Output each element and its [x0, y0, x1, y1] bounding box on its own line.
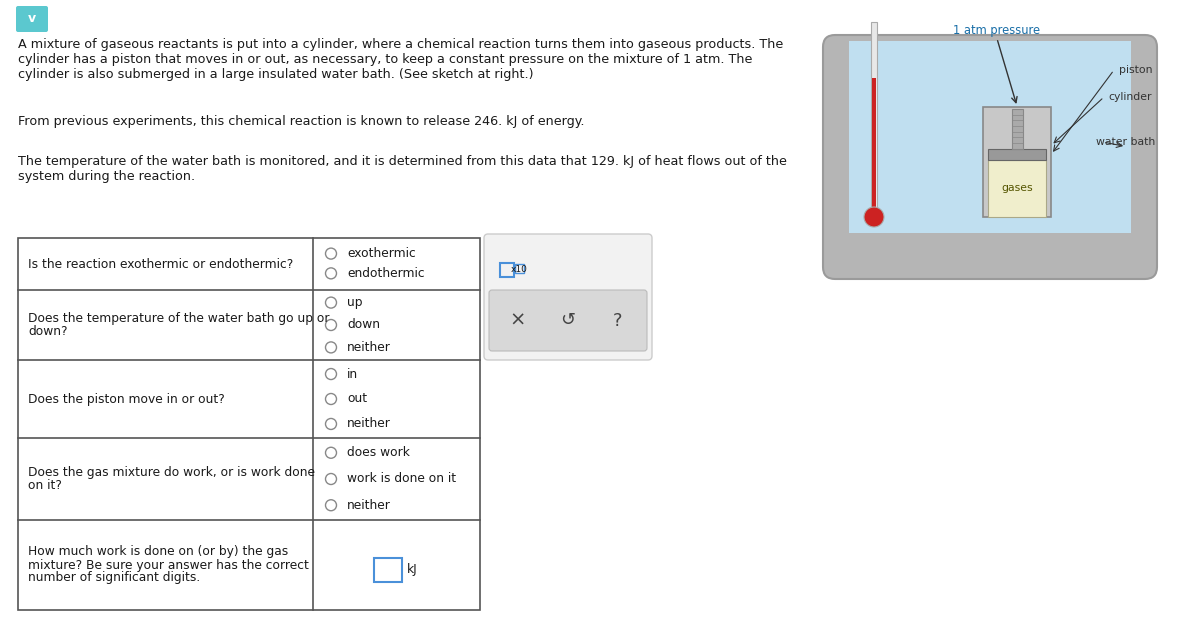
Text: up: up [347, 296, 362, 309]
Text: number of significant digits.: number of significant digits. [28, 571, 200, 584]
Text: Does the temperature of the water bath go up or: Does the temperature of the water bath g… [28, 312, 330, 325]
Bar [515, 264, 524, 273]
Text: in: in [347, 368, 358, 381]
Text: 1 atm pressure: 1 atm pressure [953, 24, 1040, 37]
FancyBboxPatch shape [823, 35, 1157, 279]
Text: Is the reaction exothermic or endothermic?: Is the reaction exothermic or endothermi… [28, 257, 293, 270]
Bar [871, 22, 877, 209]
Text: How much work is done on (or by) the gas: How much work is done on (or by) the gas [28, 546, 288, 558]
Text: The temperature of the water bath is monitored, and it is determined from this d: The temperature of the water bath is mon… [18, 155, 787, 168]
Bar [872, 78, 876, 209]
Circle shape [864, 207, 884, 227]
Text: neither: neither [347, 341, 391, 354]
Text: cylinder: cylinder [1109, 92, 1152, 102]
Text: endothermic: endothermic [347, 267, 425, 280]
Text: mixture? Be sure your answer has the correct: mixture? Be sure your answer has the cor… [28, 558, 308, 571]
Text: neither: neither [347, 499, 391, 511]
Text: gases: gases [1001, 183, 1033, 193]
Bar [374, 558, 402, 581]
Text: exothermic: exothermic [347, 247, 415, 260]
Bar [1012, 109, 1022, 149]
Text: piston: piston [1118, 65, 1152, 75]
Text: Does the piston move in or out?: Does the piston move in or out? [28, 392, 224, 406]
Bar [989, 149, 1046, 160]
FancyBboxPatch shape [16, 6, 48, 32]
Bar [989, 160, 1046, 217]
FancyBboxPatch shape [484, 234, 652, 360]
Text: A mixture of gaseous reactants is put into a cylinder, where a chemical reaction: A mixture of gaseous reactants is put in… [18, 38, 784, 51]
Text: ×: × [510, 311, 526, 330]
Text: v: v [28, 12, 36, 26]
Bar [983, 107, 1051, 217]
FancyBboxPatch shape [490, 290, 647, 351]
Text: work is done on it: work is done on it [347, 472, 456, 485]
Text: x10: x10 [511, 265, 528, 273]
Text: ?: ? [613, 312, 623, 330]
Text: From previous experiments, this chemical reaction is known to release 246. kJ of: From previous experiments, this chemical… [18, 115, 584, 128]
Text: cylinder is also submerged in a large insulated water bath. (See sketch at right: cylinder is also submerged in a large in… [18, 68, 534, 81]
Text: Does the gas mixture do work, or is work done: Does the gas mixture do work, or is work… [28, 466, 314, 479]
Text: system during the reaction.: system during the reaction. [18, 170, 196, 183]
Text: down: down [347, 318, 380, 331]
Text: kJ: kJ [407, 563, 418, 576]
Text: neither: neither [347, 417, 391, 430]
Bar [500, 263, 514, 277]
Text: down?: down? [28, 325, 67, 338]
Text: out: out [347, 392, 367, 406]
Text: ↺: ↺ [560, 312, 576, 330]
Bar [18, 238, 480, 610]
Bar [850, 41, 1132, 233]
Text: cylinder has a piston that moves in or out, as necessary, to keep a constant pre: cylinder has a piston that moves in or o… [18, 53, 752, 66]
Text: on it?: on it? [28, 479, 62, 492]
Text: does work: does work [347, 446, 410, 459]
Text: water bath: water bath [1096, 137, 1154, 147]
